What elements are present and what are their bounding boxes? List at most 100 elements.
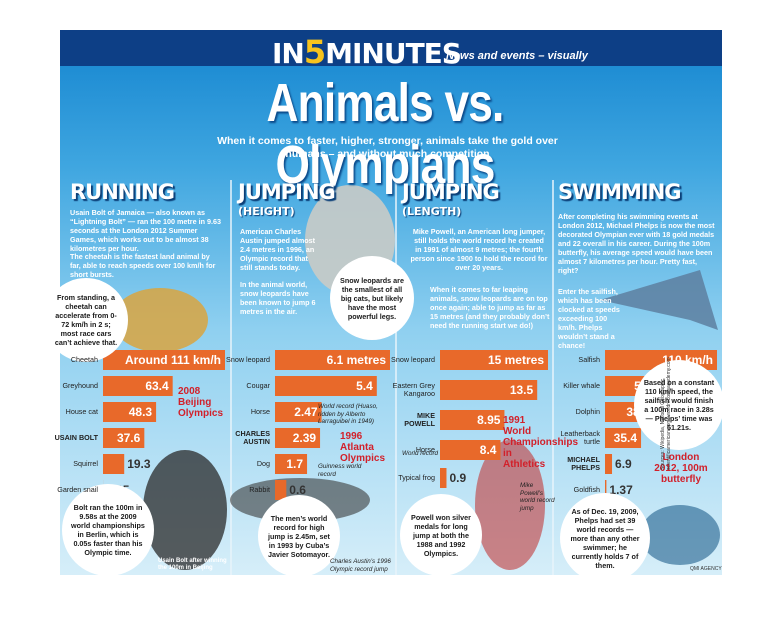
category-label: Snow leopard	[391, 355, 435, 364]
intro-text: Usain Bolt of Jamaica — also known as “L…	[70, 208, 221, 253]
category-label: Salfish	[578, 355, 600, 364]
callout-circle: The men’s world record for high jump is …	[258, 495, 340, 577]
section-title: JUMPING	[402, 180, 500, 204]
callout-circle: Snow leopards are the smallest of all bi…	[330, 256, 414, 340]
category-label: USAIN BOLT	[54, 433, 98, 442]
intro-text: American Charles Austin jumped almost 2.…	[240, 227, 316, 272]
section-title: JUMPING	[238, 180, 336, 204]
section-subtitle: (LENGTH)	[402, 205, 462, 218]
bar	[605, 480, 607, 500]
category-label: Killer whale	[563, 381, 600, 390]
bar	[440, 410, 505, 430]
tagline: News and events – visually	[446, 50, 588, 62]
bar	[440, 440, 501, 460]
value-label: 1.7	[286, 457, 303, 471]
value-label: 6.1 metres	[327, 353, 387, 367]
value-label: 8.95	[477, 413, 501, 427]
category-label: Cougar	[246, 381, 270, 390]
bar	[103, 454, 125, 474]
category-label: Cheetah	[70, 355, 98, 364]
bar	[605, 428, 642, 448]
value-label: 15 metres	[488, 353, 544, 367]
category-label: Squirrel	[73, 459, 98, 468]
section-title: SWIMMING	[558, 180, 682, 204]
red-annotation: 2008 Beijing Olympics	[178, 386, 224, 419]
value-label: 5.4	[356, 379, 373, 393]
body-text: The cheetah is the fastest land animal b…	[70, 252, 216, 279]
value-label: 0.6	[289, 483, 306, 497]
bar	[440, 380, 538, 400]
category-label: Eastern Grey Kangaroo	[392, 381, 435, 398]
value-label: 6.9	[615, 457, 632, 471]
value-label: 48.3	[129, 405, 153, 419]
long-jump-image	[475, 440, 545, 570]
section-title: RUNNING	[70, 180, 175, 204]
sources: Sources: Wikipedia, National Geographic,…	[660, 357, 672, 470]
page-title: Animals vs. Olympians	[266, 73, 504, 195]
bar	[275, 428, 321, 448]
value-label: 63.4	[145, 379, 169, 393]
photo-caption: Usain Bolt after winning the 100m in Bei…	[158, 558, 227, 571]
bar	[440, 350, 548, 370]
category-label: Horse	[415, 445, 435, 454]
note: World record (Huaso, ridden by Alberto L…	[318, 403, 378, 425]
bar	[275, 480, 287, 500]
bar	[275, 454, 308, 474]
bar	[103, 376, 173, 396]
category-label: Rabbit	[249, 485, 270, 494]
category-label: Goldfish	[573, 485, 600, 494]
category-label: Typical frog	[398, 473, 435, 482]
photo-caption: Mike Powell’s world record jump	[520, 482, 555, 512]
category-label: Greyhound	[62, 381, 98, 390]
value-label: Around 111 km/h	[125, 353, 221, 367]
brand-5: 5	[303, 33, 326, 71]
callout-circle: As of Dec. 19, 2009, Phelps had set 39 w…	[560, 493, 650, 583]
category-label: MICHAEL PHELPS	[567, 455, 600, 472]
category-label: Horse	[250, 407, 270, 416]
bar	[275, 402, 322, 422]
brand: IN5MINUTES	[272, 33, 462, 71]
bar	[275, 376, 377, 396]
value-label: 8.4	[480, 443, 497, 457]
intro-text: Mike Powell, an American long jumper, st…	[410, 227, 548, 272]
red-annotation: 1996 Atlanta Olympics	[340, 431, 386, 464]
note: World record	[402, 450, 439, 457]
sailfish-image	[600, 270, 718, 330]
credit: QMI AGENCY	[690, 566, 722, 572]
bolt-image	[143, 450, 227, 570]
red-annotation: London 2012, 100m butterfly	[654, 452, 708, 485]
category-label: Leatherback turtle	[560, 429, 600, 446]
category-label: MIKE POWELL	[404, 411, 435, 428]
bar	[103, 350, 225, 370]
header-bar	[60, 30, 722, 66]
value-label: 19.3	[127, 457, 151, 471]
body-text: When it comes to far leaping animals, sn…	[430, 285, 550, 330]
intro-text: After completing his swimming events at …	[558, 212, 715, 275]
phelps-image	[640, 505, 720, 565]
cheetah-image	[112, 288, 208, 352]
callout-circle: Powell won silver medals for long jump a…	[400, 494, 482, 576]
body-text: Enter the sailfish, which has been clock…	[558, 287, 620, 350]
bar	[275, 350, 390, 370]
bar	[605, 454, 613, 474]
category-label: Dog	[256, 459, 270, 468]
bar	[440, 468, 447, 488]
category-label: Dolphin	[575, 407, 600, 416]
photo-caption: Charles Austin’s 1996 Olympic record jum…	[330, 558, 391, 573]
note: Guinness world record	[318, 463, 362, 478]
value-label: 13.5	[510, 383, 534, 397]
page-subtitle: When it comes to faster, higher, stronge…	[217, 135, 558, 160]
brand-minutes: MINUTES	[325, 37, 462, 70]
value-label: 2.47	[294, 405, 318, 419]
section-subtitle: (HEIGHT)	[238, 205, 295, 218]
value-label: 37.6	[117, 431, 141, 445]
category-label: Garden snail	[57, 485, 98, 494]
callout-circle: From standing, a cheetah can accelerate …	[44, 278, 128, 362]
category-label: Snow leopard	[226, 355, 270, 364]
callout-circle: Bolt ran the 100m in 9.58s at the 2009 w…	[62, 484, 154, 576]
value-label: 2.39	[293, 431, 317, 445]
category-label: CHARLES AUSTIN	[235, 429, 270, 446]
category-label: House cat	[65, 407, 98, 416]
callout-circle: Based on a constant 110 km/h speed, the …	[634, 360, 724, 450]
